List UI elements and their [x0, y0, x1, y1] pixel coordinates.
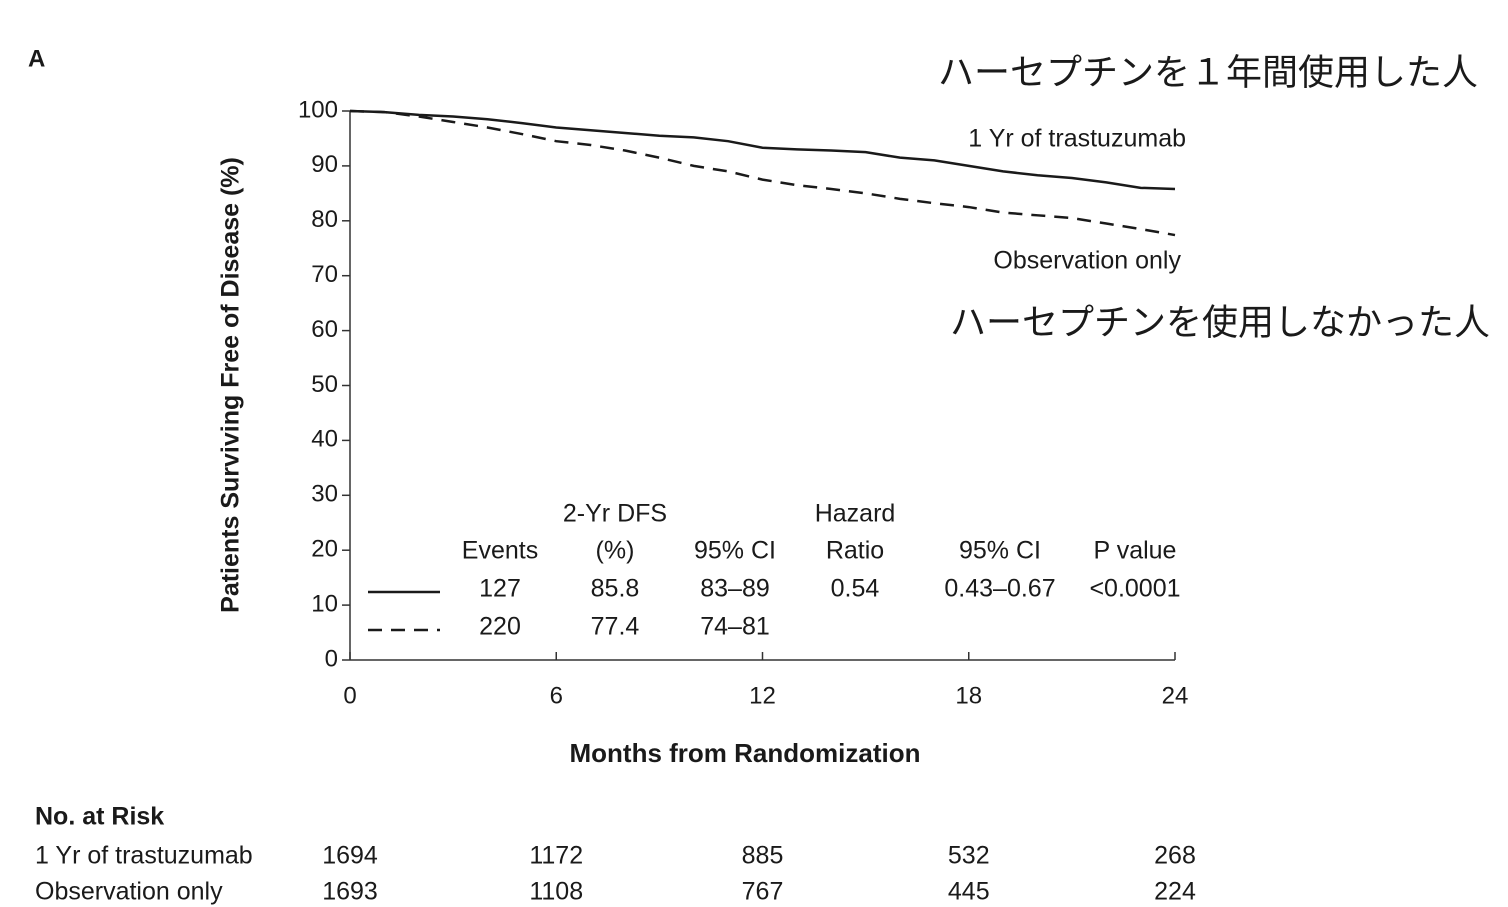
risk-cell: 885 — [742, 842, 784, 870]
panel-label: A — [28, 45, 45, 72]
table-cell: 83–89 — [700, 575, 770, 603]
y-tick-label: 100 — [298, 96, 338, 123]
table-header: P value — [1094, 537, 1177, 565]
table-header: (%) — [596, 537, 635, 565]
risk-row-label: 1 Yr of trastuzumab — [35, 842, 253, 870]
y-tick-label: 30 — [311, 481, 338, 508]
risk-cell: 1172 — [529, 842, 583, 870]
y-tick-label: 70 — [311, 261, 338, 288]
risk-cell: 767 — [742, 878, 784, 906]
table-cell: 77.4 — [591, 613, 640, 641]
risk-cell: 1108 — [529, 878, 583, 906]
x-tick-label: 6 — [550, 682, 563, 709]
y-tick-label: 40 — [311, 426, 338, 453]
series-line — [349, 109, 1176, 237]
table-cell: 85.8 — [591, 575, 640, 603]
table-cell: 220 — [479, 613, 521, 641]
x-tick-label: 24 — [1162, 682, 1189, 709]
risk-title: No. at Risk — [35, 803, 164, 831]
x-tick-label: 18 — [955, 682, 982, 709]
risk-cell: 1694 — [322, 842, 378, 870]
table-cell: <0.0001 — [1089, 575, 1180, 603]
x-tick-label: 0 — [343, 682, 356, 709]
risk-cell: 532 — [948, 842, 990, 870]
y-tick-label: 0 — [325, 645, 338, 672]
table-header: 95% CI — [694, 537, 776, 565]
risk-cell: 224 — [1154, 878, 1196, 906]
y-tick-label: 50 — [311, 371, 338, 398]
x-tick-label: 12 — [749, 682, 776, 709]
y-tick-label: 20 — [311, 536, 338, 563]
series-label: 1 Yr of trastuzumab — [968, 125, 1186, 153]
x-axis-label: Months from Randomization — [570, 738, 921, 768]
series-line — [349, 109, 1176, 191]
table-header: Events — [462, 537, 538, 565]
y-axis-label: Patients Surviving Free of Disease (%) — [217, 157, 245, 613]
annotation: ハーセプチンを使用しなかった人 — [950, 302, 1490, 343]
y-tick-label: 10 — [311, 590, 338, 617]
annotation: ハーセプチンを１年間使用した人 — [938, 52, 1478, 93]
risk-cell: 268 — [1154, 842, 1196, 870]
table-header: Hazard — [815, 500, 896, 528]
table-cell: 0.43–0.67 — [944, 575, 1055, 603]
risk-cell: 445 — [948, 878, 990, 906]
y-tick-label: 90 — [311, 151, 338, 178]
y-tick-label: 80 — [311, 206, 338, 233]
series-label: Observation only — [993, 247, 1181, 275]
table-cell: 74–81 — [700, 613, 770, 641]
table-header: Ratio — [826, 537, 884, 565]
table-cell: 0.54 — [831, 575, 880, 603]
risk-row-label: Observation only — [35, 878, 223, 906]
risk-cell: 1693 — [322, 878, 378, 906]
table-header: 2-Yr DFS — [563, 500, 667, 528]
y-tick-label: 60 — [311, 316, 338, 343]
table-header: 95% CI — [959, 537, 1041, 565]
table-cell: 127 — [479, 575, 521, 603]
